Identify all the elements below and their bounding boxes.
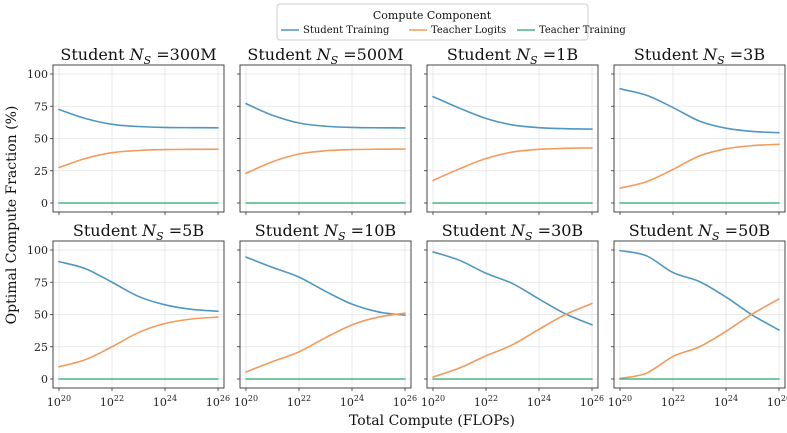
- series-line-teacher-logits: [619, 143, 780, 189]
- series-line-student-training: [432, 95, 593, 130]
- y-axis-label: Optimal Compute Fraction (%): [4, 106, 20, 325]
- series-line-teacher-logits: [58, 148, 219, 169]
- subplot-title: Student NS =5B: [73, 221, 204, 243]
- subplot-title: Student NS =50B: [629, 221, 770, 243]
- subplot-title: Student NS =30B: [442, 221, 583, 243]
- subplot-3: Student NS =1B: [424, 45, 599, 215]
- x-axis-label: Total Compute (FLOPs): [349, 413, 515, 429]
- x-tick-label: 1024: [714, 394, 738, 409]
- subplot-2: Student NS =500M: [237, 45, 412, 215]
- y-tick-label: 100: [27, 244, 48, 257]
- x-tick-label: 1022: [100, 394, 124, 409]
- subplot-title: Student NS =500M: [247, 45, 403, 67]
- subplot-title: Student NS =300M: [60, 45, 216, 67]
- series-line-student-training: [58, 260, 219, 313]
- subplot-title: Student NS =1B: [447, 45, 578, 67]
- x-tick-label: 1020: [47, 394, 71, 409]
- legend-frame: [276, 3, 589, 41]
- series-line-student-training: [245, 102, 406, 129]
- subplot-title: Student NS =3B: [634, 45, 765, 67]
- legend-label-1: Student Training: [303, 25, 390, 36]
- y-tick-label: 100: [27, 68, 48, 81]
- x-tick-label: 1024: [340, 394, 364, 409]
- y-tick-label: 0: [41, 373, 48, 386]
- x-tick-label: 1026: [767, 394, 787, 409]
- series-line-student-training: [619, 88, 780, 134]
- y-tick-label: 50: [34, 133, 48, 146]
- series-line-teacher-logits: [432, 147, 593, 182]
- y-tick-label: 75: [34, 276, 48, 289]
- x-tick-label: 1022: [661, 394, 685, 409]
- subplot-6: 1020 1022 1024 1026 Student NS =10B: [234, 221, 417, 409]
- y-tick-label: 25: [34, 341, 48, 354]
- x-tick-label: 1020: [234, 394, 258, 409]
- series-line-teacher-logits: [58, 316, 219, 368]
- series-line-student-training: [58, 108, 219, 129]
- series-line-teacher-logits: [245, 148, 406, 175]
- subplot-1: 0 25 50 75 100 Student NS =300M: [27, 45, 225, 215]
- series-line-student-training: [619, 249, 780, 331]
- subplot-title: Student NS =10B: [255, 221, 396, 243]
- legend-label-2: Teacher Logits: [431, 25, 506, 36]
- x-tick-label: 1022: [287, 394, 311, 409]
- x-tick-label: 1020: [421, 394, 445, 409]
- subplot-4: Student NS =3B: [611, 45, 786, 215]
- series-line-teacher-logits: [619, 298, 780, 380]
- x-tick-label: 1026: [580, 394, 604, 409]
- legend-title: Compute Component: [373, 9, 492, 22]
- subplot-5: 0 25 50 75 100 1020 1022 1024 1026 Student NS =5B: [27, 221, 230, 409]
- x-tick-label: 1026: [206, 394, 230, 409]
- subplot-8: 1020 1022 1024 1026 Student NS =50B: [608, 221, 787, 409]
- series-line-student-training: [245, 256, 406, 316]
- y-tick-label: 25: [34, 165, 48, 178]
- y-tick-label: 50: [34, 309, 48, 322]
- x-tick-label: 1024: [527, 394, 551, 409]
- legend: Compute Component Student Training Teache…: [276, 3, 626, 41]
- series-line-teacher-logits: [432, 302, 593, 378]
- series-line-teacher-logits: [245, 312, 406, 373]
- subplot-7: 1020 1022 1024 1026 Student NS =30B: [421, 221, 604, 409]
- x-tick-label: 1022: [474, 394, 498, 409]
- x-tick-label: 1020: [608, 394, 632, 409]
- y-tick-label: 75: [34, 100, 48, 113]
- x-tick-label: 1026: [393, 394, 417, 409]
- x-tick-label: 1024: [153, 394, 177, 409]
- y-tick-label: 0: [41, 197, 48, 210]
- legend-label-3: Teacher Training: [539, 25, 626, 36]
